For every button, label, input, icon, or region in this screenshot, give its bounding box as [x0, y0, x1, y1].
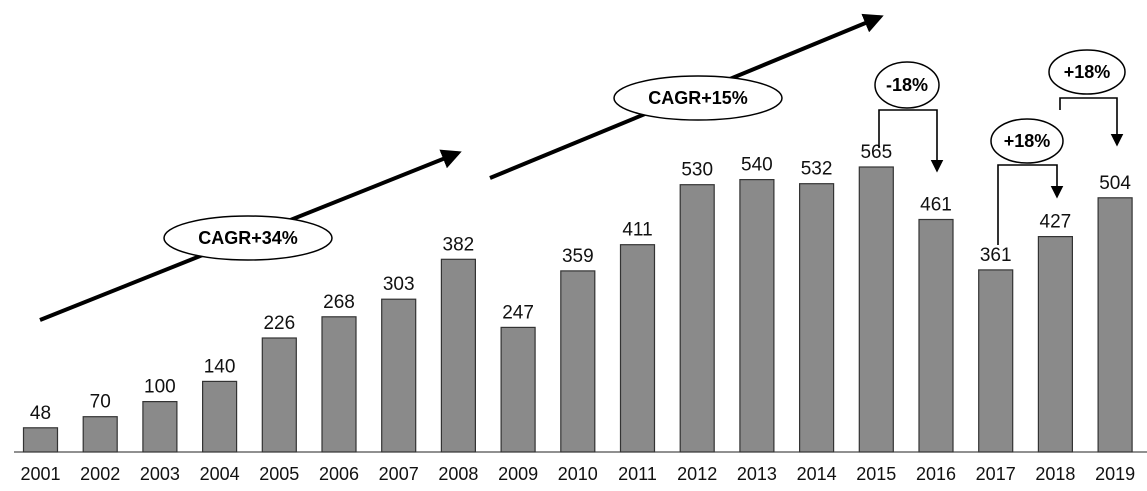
value-label-2012: 530 [681, 160, 713, 181]
change-annotation-2017-2018: +18% [990, 118, 1064, 245]
x-tick-label-2009: 2009 [498, 464, 538, 484]
x-tick-label-2007: 2007 [379, 464, 419, 484]
x-tick-label-2004: 2004 [200, 464, 240, 484]
bar-2012 [679, 184, 715, 453]
bar-2004 [202, 380, 238, 453]
bar-2016 [918, 218, 954, 453]
x-tick-label-2019: 2019 [1095, 464, 1135, 484]
x-tick-label-2010: 2010 [558, 464, 598, 484]
x-tick-label-2018: 2018 [1035, 464, 1075, 484]
value-label-2016: 461 [920, 195, 952, 216]
bar-2019 [1097, 197, 1133, 453]
change-bubble-2-text: +18% [1004, 131, 1051, 151]
bar-2001 [22, 427, 59, 453]
cagr-bubble-2: CAGR+15% [613, 75, 783, 121]
bar-2007 [381, 298, 417, 453]
value-label-2015: 565 [860, 142, 892, 163]
bars-layer [22, 166, 1133, 453]
bar-2009 [500, 326, 536, 453]
x-tick-label-2008: 2008 [438, 464, 478, 484]
bar-2015 [858, 166, 894, 453]
x-tick-label-2012: 2012 [677, 464, 717, 484]
value-label-2009: 247 [502, 302, 534, 323]
value-label-2019: 504 [1099, 173, 1131, 194]
value-label-2003: 100 [144, 377, 176, 398]
bar-2014 [798, 183, 835, 453]
change-bubble-3-text: +18% [1064, 62, 1111, 82]
x-tick-label-2002: 2002 [80, 464, 120, 484]
value-label-2008: 382 [443, 234, 475, 255]
cagr-bubble-1-text: CAGR+34% [198, 228, 298, 248]
cagr-bubble-1: CAGR+34% [163, 215, 333, 261]
bar-2013 [739, 179, 775, 453]
bar-2005 [261, 337, 297, 453]
bar-2011 [619, 244, 656, 453]
x-tick-label-2001: 2001 [20, 464, 60, 484]
value-label-2018: 427 [1040, 212, 1072, 233]
x-tick-label-2011: 2011 [618, 464, 657, 484]
value-label-2001: 48 [30, 403, 51, 424]
x-tick-label-2014: 2014 [797, 464, 837, 484]
bar-2003 [142, 401, 178, 453]
x-tick-labels-layer: 2001 2002 2003 2004 2005 2006 2007 2008 2009 2010… [20, 464, 1135, 484]
value-label-2013: 540 [741, 155, 773, 176]
bar-2008 [440, 258, 476, 453]
value-label-2006: 268 [323, 292, 355, 313]
bar-2002 [82, 416, 118, 453]
change-annotation-2015-2016: -18% [874, 61, 944, 173]
x-tick-label-2003: 2003 [140, 464, 180, 484]
value-label-2010: 359 [562, 246, 594, 267]
x-tick-label-2017: 2017 [976, 464, 1016, 484]
bar-2010 [560, 270, 596, 453]
value-label-2014: 532 [801, 159, 833, 180]
x-tick-label-2015: 2015 [856, 464, 896, 484]
value-label-2004: 140 [204, 356, 236, 377]
x-tick-label-2016: 2016 [916, 464, 956, 484]
bar-2006 [321, 316, 357, 453]
change-annotation-2018-2019: +18% [1048, 49, 1126, 147]
cagr-bubble-2-text: CAGR+15% [648, 88, 748, 108]
value-label-2005: 226 [263, 313, 295, 334]
x-tick-label-2006: 2006 [319, 464, 359, 484]
bar-2018 [1037, 236, 1074, 453]
value-label-2007: 303 [383, 274, 415, 295]
value-label-2002: 70 [90, 392, 111, 413]
change-bubble-1-text: -18% [886, 75, 928, 95]
x-tick-label-2005: 2005 [259, 464, 299, 484]
bar-2017 [978, 269, 1014, 453]
value-label-2017: 361 [980, 245, 1012, 266]
value-labels-layer: 48 70 100 140 226 268 303 382 247 359 411 530 540 532… [30, 142, 1131, 424]
x-tick-label-2013: 2013 [737, 464, 777, 484]
value-label-2011: 411 [622, 220, 652, 241]
